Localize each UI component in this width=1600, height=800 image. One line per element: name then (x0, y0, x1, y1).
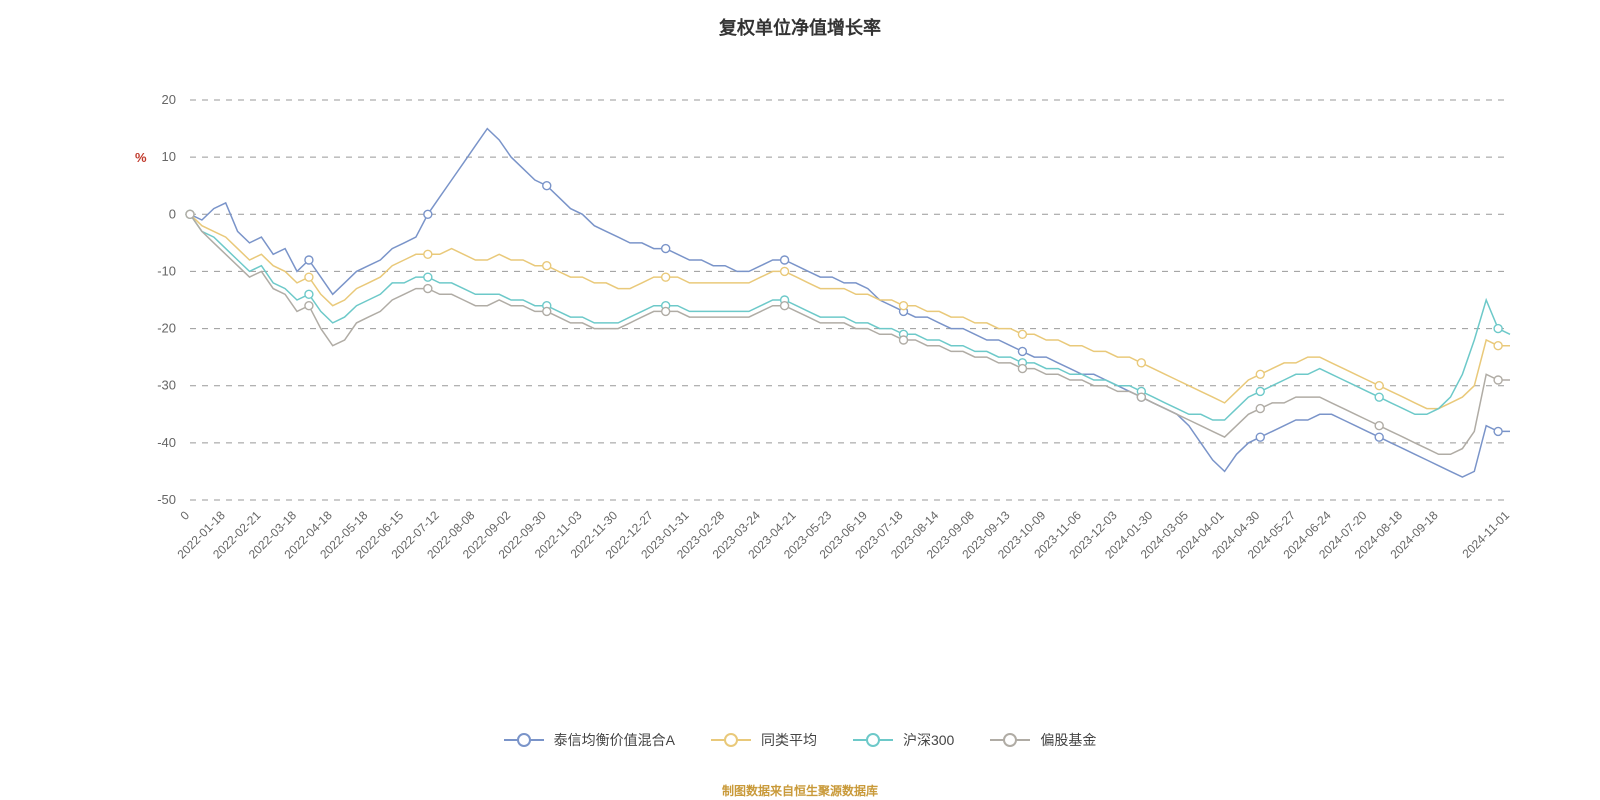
series-marker (305, 256, 313, 264)
series-marker (1018, 365, 1026, 373)
series-marker (662, 307, 670, 315)
x-tick-label: 2024-11-01 (1459, 508, 1512, 561)
series-marker (781, 267, 789, 275)
legend-label: 沪深300 (903, 730, 954, 750)
y-tick-label: 10 (162, 149, 176, 164)
line-chart: -50-40-30-20-100102002022-01-182022-02-2… (0, 0, 1600, 660)
series-marker (900, 336, 908, 344)
series-marker (1137, 393, 1145, 401)
x-tick-label: 0 (177, 508, 192, 523)
legend-marker-icon (1003, 733, 1017, 747)
series-marker (543, 182, 551, 190)
series-marker (1256, 433, 1264, 441)
series-line (190, 214, 1510, 408)
series-marker (1256, 370, 1264, 378)
y-tick-label: 20 (162, 92, 176, 107)
series-marker (1018, 330, 1026, 338)
legend-label: 泰信均衡价值混合A (554, 730, 675, 750)
series-marker (1494, 342, 1502, 350)
series-marker (1494, 325, 1502, 333)
series-marker (1256, 405, 1264, 413)
legend: 泰信均衡价值混合A 同类平均 沪深300 偏股基金 (0, 730, 1600, 750)
y-tick-label: 0 (169, 206, 176, 221)
series-marker (900, 302, 908, 310)
legend-label: 偏股基金 (1040, 730, 1096, 750)
legend-item[interactable]: 沪深300 (853, 730, 954, 750)
series-marker (424, 273, 432, 281)
legend-swatch (504, 739, 544, 741)
series-marker (1494, 376, 1502, 384)
y-tick-label: -10 (157, 263, 176, 278)
series-marker (662, 245, 670, 253)
legend-label: 同类平均 (761, 730, 817, 750)
series-marker (1375, 382, 1383, 390)
series-marker (781, 256, 789, 264)
series-marker (543, 262, 551, 270)
legend-marker-icon (866, 733, 880, 747)
chart-credit: 制图数据来自恒生聚源数据库 (0, 782, 1600, 799)
legend-marker-icon (517, 733, 531, 747)
series-marker (424, 285, 432, 293)
series-marker (543, 307, 551, 315)
legend-swatch (990, 739, 1030, 741)
series-line (190, 129, 1510, 478)
legend-item[interactable]: 偏股基金 (990, 730, 1096, 750)
y-tick-label: -30 (157, 378, 176, 393)
legend-item[interactable]: 同类平均 (711, 730, 817, 750)
series-marker (1018, 347, 1026, 355)
series-marker (186, 210, 194, 218)
legend-marker-icon (724, 733, 738, 747)
series-line (190, 214, 1510, 420)
legend-swatch (853, 739, 893, 741)
series-marker (1494, 427, 1502, 435)
series-marker (1375, 433, 1383, 441)
legend-swatch (711, 739, 751, 741)
y-tick-label: -50 (157, 492, 176, 507)
series-marker (662, 273, 670, 281)
series-marker (305, 302, 313, 310)
series-marker (424, 210, 432, 218)
series-marker (1375, 393, 1383, 401)
y-tick-label: -20 (157, 321, 176, 336)
series-marker (1137, 359, 1145, 367)
series-marker (305, 273, 313, 281)
series-marker (781, 302, 789, 310)
y-tick-label: -40 (157, 435, 176, 450)
series-marker (424, 250, 432, 258)
series-marker (1256, 387, 1264, 395)
series-marker (1375, 422, 1383, 430)
series-marker (305, 290, 313, 298)
legend-item[interactable]: 泰信均衡价值混合A (504, 730, 675, 750)
